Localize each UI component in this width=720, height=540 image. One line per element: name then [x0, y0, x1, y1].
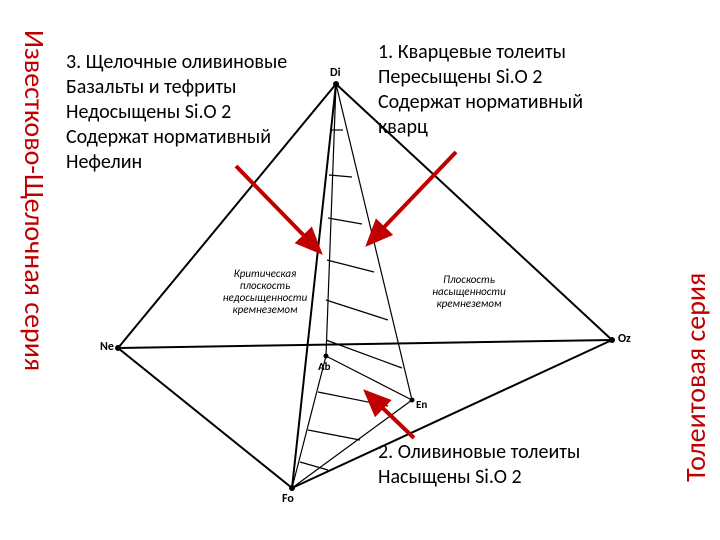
apex-label-ab: Ab	[318, 360, 331, 373]
tetra-edges	[118, 84, 612, 488]
arrow-block3	[236, 166, 320, 252]
inner-label-left: Критическая плоскость недосыщенности кре…	[210, 268, 320, 316]
tetrahedron-diagram	[0, 0, 720, 540]
apex-label-en: En	[416, 398, 427, 411]
apex-label-top: Di	[330, 66, 341, 80]
apex-label-bottom: Fo	[282, 492, 294, 506]
apex-dots	[115, 81, 615, 491]
apex-label-left: Ne	[100, 340, 114, 354]
apex-label-right: Oz	[618, 332, 631, 346]
inner-label-left-line: кремнеземом	[210, 304, 320, 316]
arrow-block2	[366, 392, 414, 438]
arrow-block1	[368, 152, 456, 244]
inner-label-right-line: кремнеземом	[414, 298, 524, 310]
inner-label-right: Плоскость насыщенности кремнеземом	[414, 274, 524, 310]
